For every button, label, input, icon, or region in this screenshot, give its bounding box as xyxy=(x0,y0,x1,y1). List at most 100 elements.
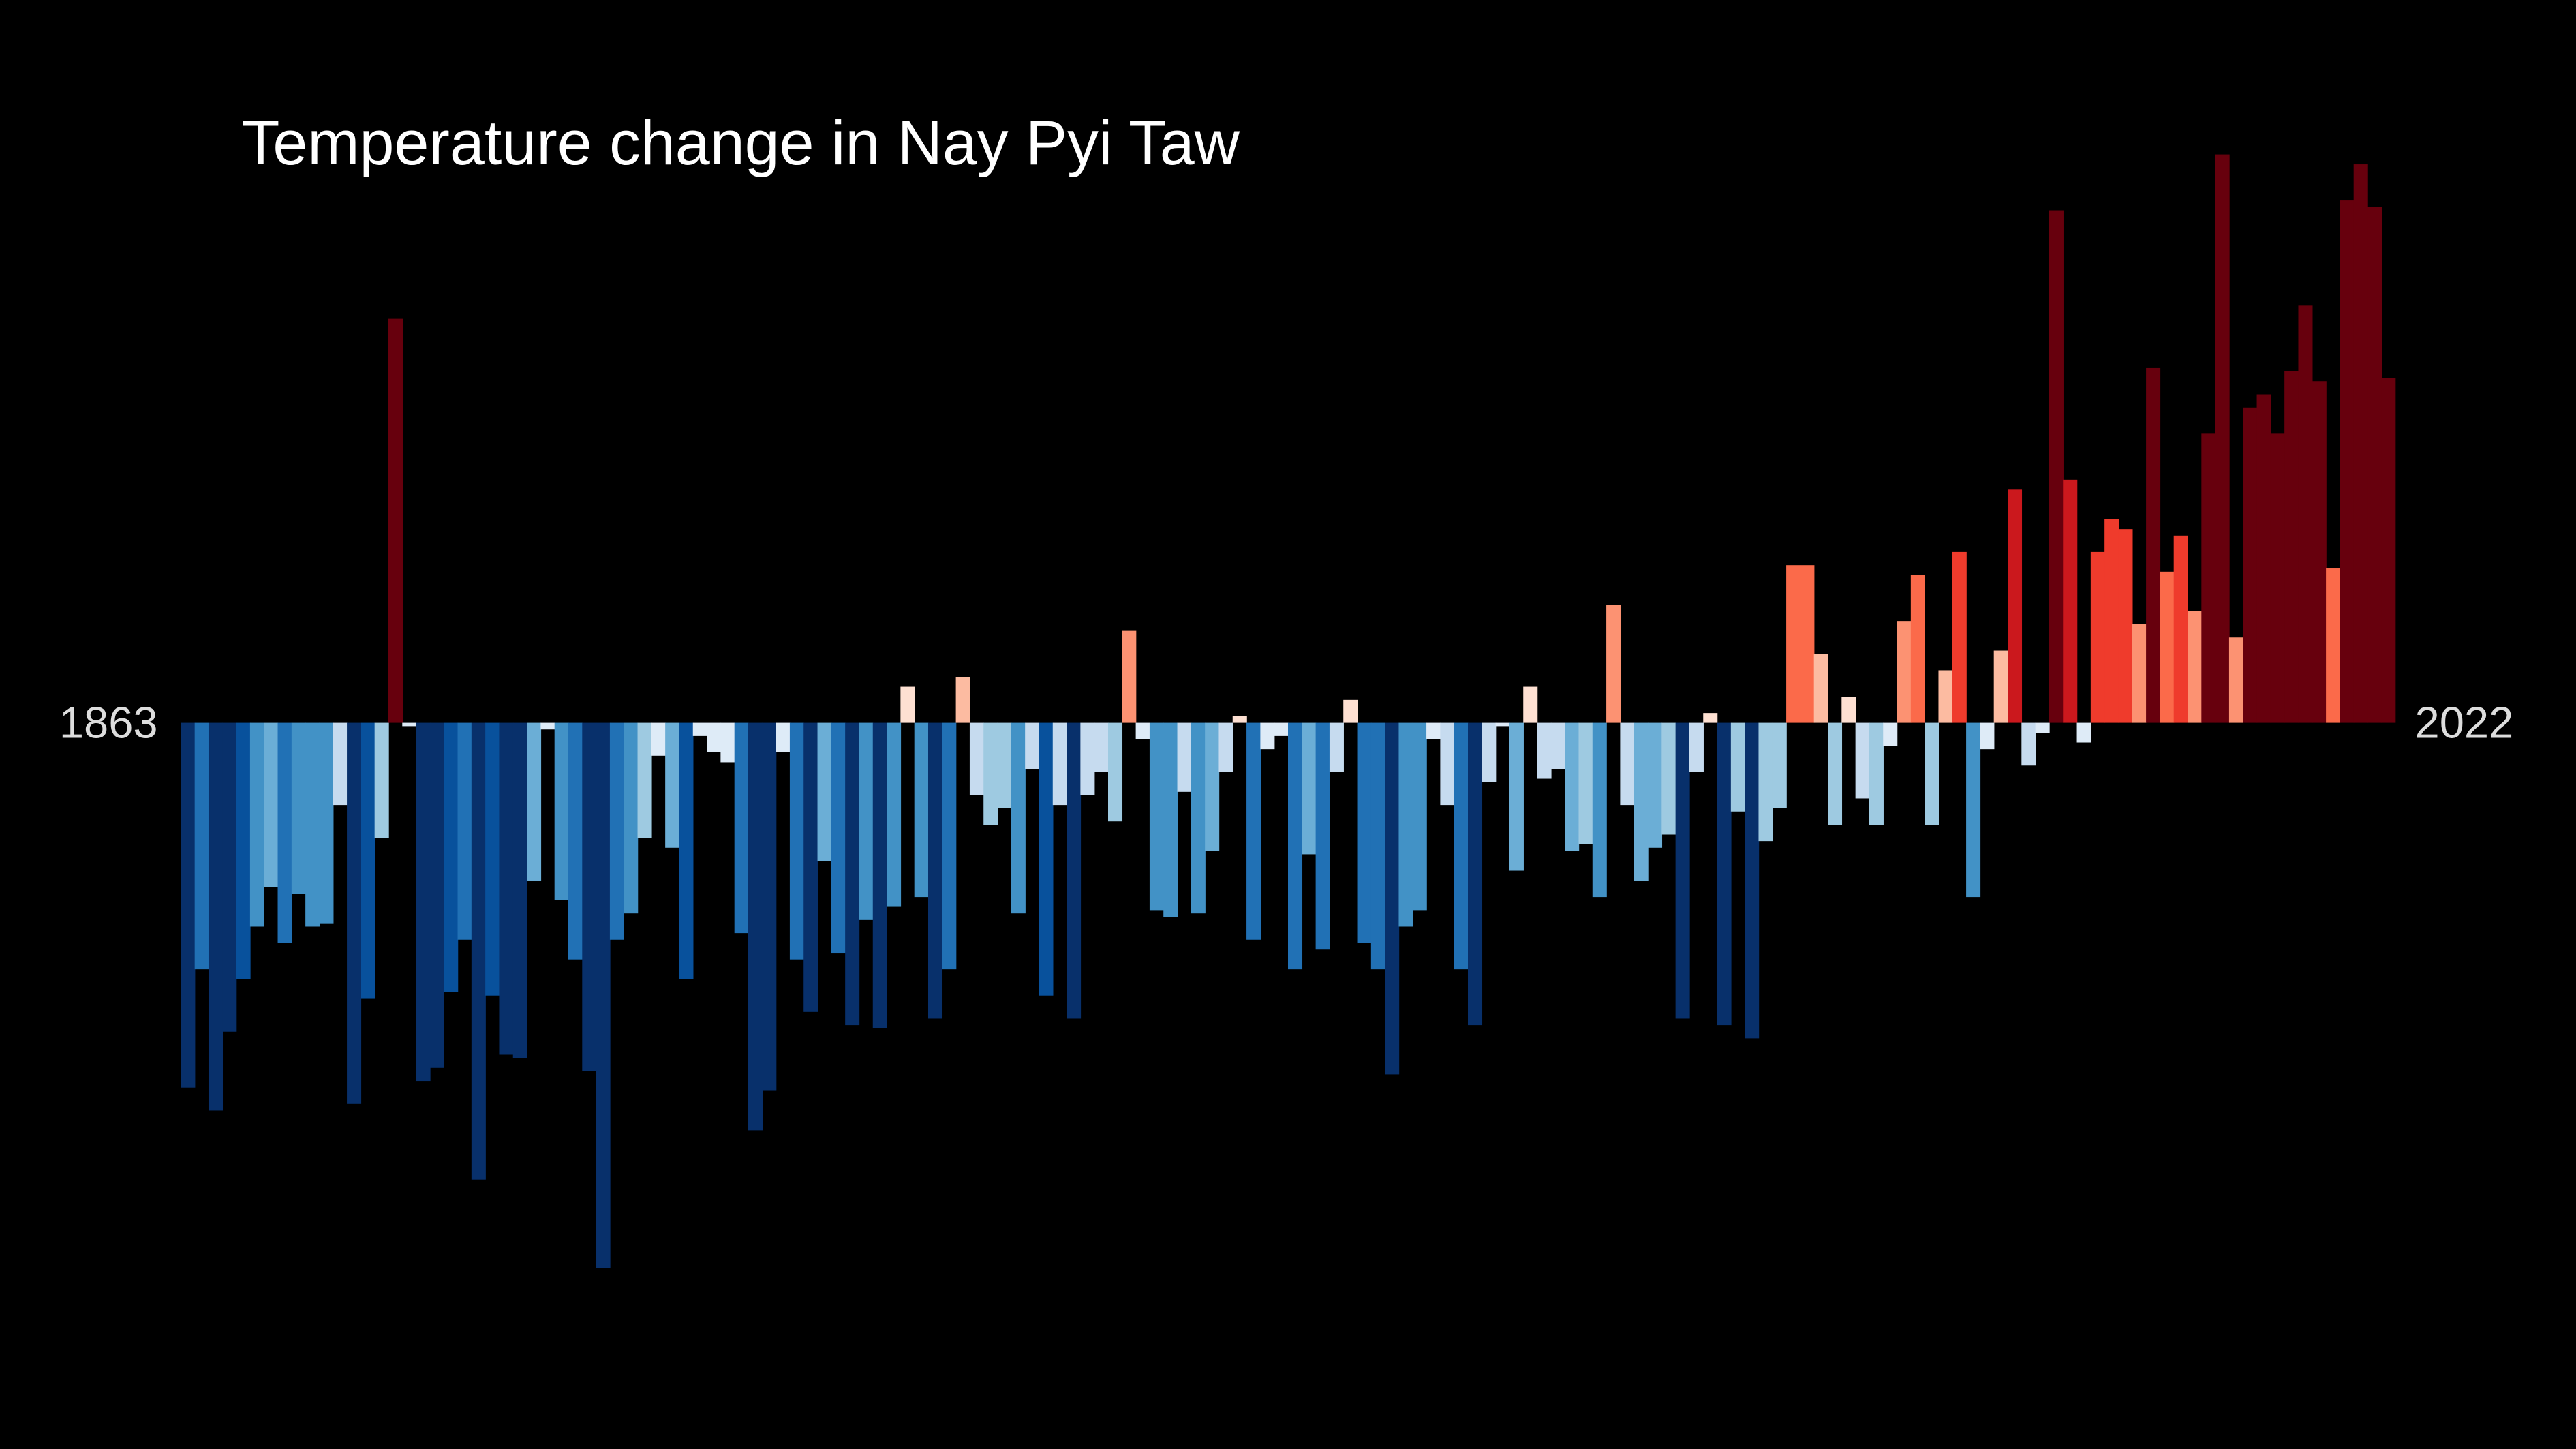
bar xyxy=(859,722,874,920)
bar xyxy=(1772,722,1787,808)
bar xyxy=(803,722,818,1012)
bar xyxy=(1883,722,1898,746)
bar xyxy=(402,722,417,727)
bar xyxy=(651,722,666,756)
bar xyxy=(1689,722,1704,772)
bar xyxy=(1578,722,1593,844)
bar xyxy=(471,722,486,1180)
bar xyxy=(2228,637,2243,723)
bar xyxy=(1786,565,1801,723)
bar xyxy=(361,722,375,999)
bar xyxy=(2367,207,2382,723)
bar xyxy=(1717,722,1732,1026)
bar xyxy=(2063,479,2078,723)
bar xyxy=(2340,200,2355,723)
bar xyxy=(554,722,569,900)
bar xyxy=(2381,378,2396,723)
bar xyxy=(2049,210,2064,723)
bar xyxy=(1925,722,1939,825)
bar xyxy=(1758,722,1773,842)
bar xyxy=(2035,722,2050,733)
bar xyxy=(1329,722,1344,772)
bar xyxy=(1135,722,1150,739)
bar xyxy=(1800,565,1815,723)
bar xyxy=(692,722,707,736)
bar xyxy=(1482,722,1497,782)
bar xyxy=(2132,624,2147,723)
bar xyxy=(194,722,209,970)
bar xyxy=(319,722,334,924)
bar xyxy=(1370,722,1385,970)
bar xyxy=(1177,722,1192,792)
bar xyxy=(665,722,680,848)
bar xyxy=(1910,575,1925,723)
bar xyxy=(1052,722,1067,806)
bar xyxy=(2326,568,2341,723)
bar xyxy=(1980,722,1995,750)
bar xyxy=(1094,722,1109,772)
bar xyxy=(817,722,832,861)
bar xyxy=(2173,535,2188,723)
bar xyxy=(1343,699,1358,723)
bar xyxy=(789,722,804,960)
bar xyxy=(596,722,611,1268)
bar xyxy=(1315,722,1330,950)
bar xyxy=(527,722,542,881)
bar xyxy=(1039,722,1054,996)
bar xyxy=(457,722,472,940)
bar xyxy=(1468,722,1483,1026)
bar xyxy=(2146,367,2161,723)
bar xyxy=(2312,381,2327,723)
bar xyxy=(1841,697,1856,723)
bar xyxy=(1537,722,1552,779)
bar xyxy=(1122,630,1137,723)
bar xyxy=(1745,722,1760,1039)
bar xyxy=(1550,722,1565,769)
bar xyxy=(388,318,403,723)
bar xyxy=(1385,722,1400,1075)
bar xyxy=(1495,722,1510,727)
bar xyxy=(969,722,984,795)
bar xyxy=(900,686,915,723)
bar xyxy=(1025,722,1040,769)
bar xyxy=(997,722,1012,808)
bar xyxy=(2118,529,2133,723)
bar xyxy=(914,722,929,898)
bar xyxy=(1938,670,1953,723)
bar xyxy=(748,722,763,1131)
bar xyxy=(762,722,777,1091)
bar xyxy=(429,722,444,1068)
bar xyxy=(679,722,694,979)
bar xyxy=(1218,722,1233,772)
bar xyxy=(776,722,791,752)
bar xyxy=(1454,722,1469,970)
bar xyxy=(1426,722,1441,739)
bar xyxy=(2284,371,2299,723)
bar xyxy=(734,722,749,934)
bar xyxy=(1232,716,1247,723)
bar xyxy=(983,722,998,825)
bar xyxy=(512,722,527,1058)
x-tick-label: 2022 xyxy=(2415,698,2514,748)
x-tick-label: 1863 xyxy=(59,698,158,748)
bar xyxy=(444,722,459,992)
bar xyxy=(1634,722,1649,881)
bar xyxy=(568,722,583,960)
bar xyxy=(1675,722,1690,1019)
bar xyxy=(1440,722,1455,806)
bar xyxy=(1966,722,1981,898)
bar xyxy=(1191,722,1206,914)
bar xyxy=(1813,654,1828,723)
bar xyxy=(955,677,970,723)
bar xyxy=(1703,713,1718,723)
bar xyxy=(1592,722,1607,898)
bar xyxy=(485,722,500,996)
bar xyxy=(208,722,224,1111)
bar xyxy=(2215,154,2230,723)
bar xyxy=(1011,722,1026,914)
bar xyxy=(2353,164,2368,723)
bar xyxy=(1274,722,1289,736)
bar xyxy=(707,722,722,752)
